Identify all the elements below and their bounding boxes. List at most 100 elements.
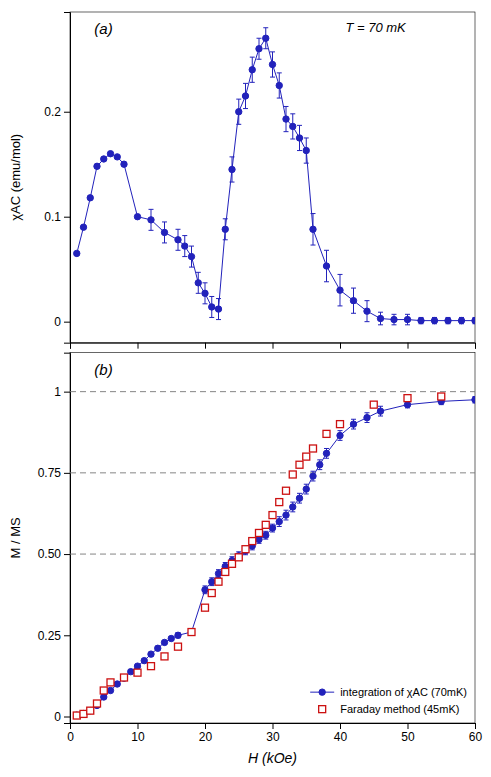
error-bar-cap [311, 245, 316, 246]
data-point [202, 604, 209, 611]
data-point [128, 668, 134, 674]
y-tick-mark [64, 473, 70, 474]
error-bar [351, 288, 356, 313]
data-point [229, 166, 235, 172]
error-bar-cap [243, 108, 248, 109]
plot-frame [70, 12, 475, 343]
data-point [370, 401, 377, 408]
data-point [418, 317, 424, 323]
data-point [337, 432, 343, 438]
error-bar-cap [338, 305, 343, 306]
data-point [222, 568, 229, 575]
data-point [323, 263, 329, 269]
y-tick-label: 0.1 [44, 210, 61, 224]
error-bar-cap [263, 48, 268, 49]
error-bar-cap [324, 448, 329, 449]
series [74, 397, 475, 719]
error-bar [176, 633, 181, 638]
error-bar-cap [351, 288, 356, 289]
error-bar [257, 38, 262, 59]
x-tick [138, 343, 139, 349]
data-point [161, 229, 167, 235]
data-point [134, 669, 141, 676]
data-point [161, 639, 167, 645]
error-bar-cap [405, 324, 410, 325]
x-tick: 10 [131, 723, 145, 744]
error-bar-cap [338, 430, 343, 431]
error-bar-cap [297, 125, 302, 126]
error-bar-cap [365, 422, 370, 423]
error-bar-cap [317, 459, 322, 460]
error-bar [223, 219, 228, 240]
error-bar-cap [182, 256, 187, 257]
y-tick-label: 0.25 [38, 629, 62, 643]
y-tick: 0.75 [38, 466, 70, 480]
data-point [404, 401, 410, 407]
data-point [188, 629, 194, 635]
legend-label: Faraday method (45mK) [340, 703, 459, 715]
error-bar [405, 314, 410, 324]
error-bar-cap [378, 324, 383, 325]
error-bar [324, 250, 329, 281]
data-point [121, 674, 128, 681]
error-bar-cap [378, 406, 383, 407]
error-bar-cap [392, 314, 397, 315]
error-bar [392, 314, 397, 324]
y-tick: 0.25 [38, 629, 70, 643]
error-bar-cap [209, 317, 214, 318]
data-point [114, 154, 120, 160]
error-bar [290, 502, 295, 512]
x-tick-mark [273, 723, 274, 729]
error-bar-cap [297, 493, 302, 494]
data-point [107, 679, 114, 686]
error-bar [203, 586, 208, 594]
error-bar-cap [284, 131, 289, 132]
data-point [290, 504, 296, 510]
series-line [77, 400, 475, 715]
y-axis: 00.250.500.751 [38, 353, 71, 724]
data-point [337, 287, 343, 293]
error-bar-cap [365, 321, 370, 322]
y-tick-label: 0.2 [44, 105, 61, 119]
data-point [276, 518, 282, 524]
error-bar [338, 274, 343, 305]
error-bar [378, 406, 383, 416]
error-bar-cap [223, 239, 228, 240]
y-tick: 0.1 [44, 210, 70, 224]
data-point [134, 213, 140, 219]
data-point [80, 710, 86, 716]
x-tick [408, 343, 409, 349]
data-point [364, 308, 370, 314]
y-tick-mark [64, 554, 70, 555]
data-point [377, 408, 383, 414]
panel: 00.10.2χAC (emu/mol)(a)T = 70 mK [8, 12, 478, 349]
error-bar [405, 401, 410, 407]
error-bar-cap [311, 213, 316, 214]
error-bar [243, 83, 248, 108]
error-bar-cap [176, 229, 181, 230]
error-bar [365, 413, 370, 423]
error-bar-cap [209, 296, 214, 297]
x-tick-mark [408, 723, 409, 729]
error-bar [230, 157, 235, 182]
error-bar-cap [189, 267, 194, 268]
y-tick: 0 [54, 710, 70, 724]
data-point [141, 657, 147, 663]
error-bar [277, 517, 282, 527]
x-tick: 60 [469, 723, 483, 744]
data-point [364, 414, 370, 420]
error-bar-cap [284, 510, 289, 511]
error-bar [311, 471, 316, 481]
data-point [208, 590, 215, 597]
error-bar [311, 214, 316, 245]
data-point [155, 645, 161, 651]
data-point [431, 317, 437, 323]
error-bar-cap [277, 516, 282, 517]
data-point [296, 495, 302, 501]
error-bar-cap [216, 319, 221, 320]
data-point [148, 651, 154, 657]
data-point [290, 123, 296, 129]
error-bar-cap [351, 429, 356, 430]
error-bar [162, 222, 167, 243]
x-tick-label: 10 [131, 730, 145, 744]
